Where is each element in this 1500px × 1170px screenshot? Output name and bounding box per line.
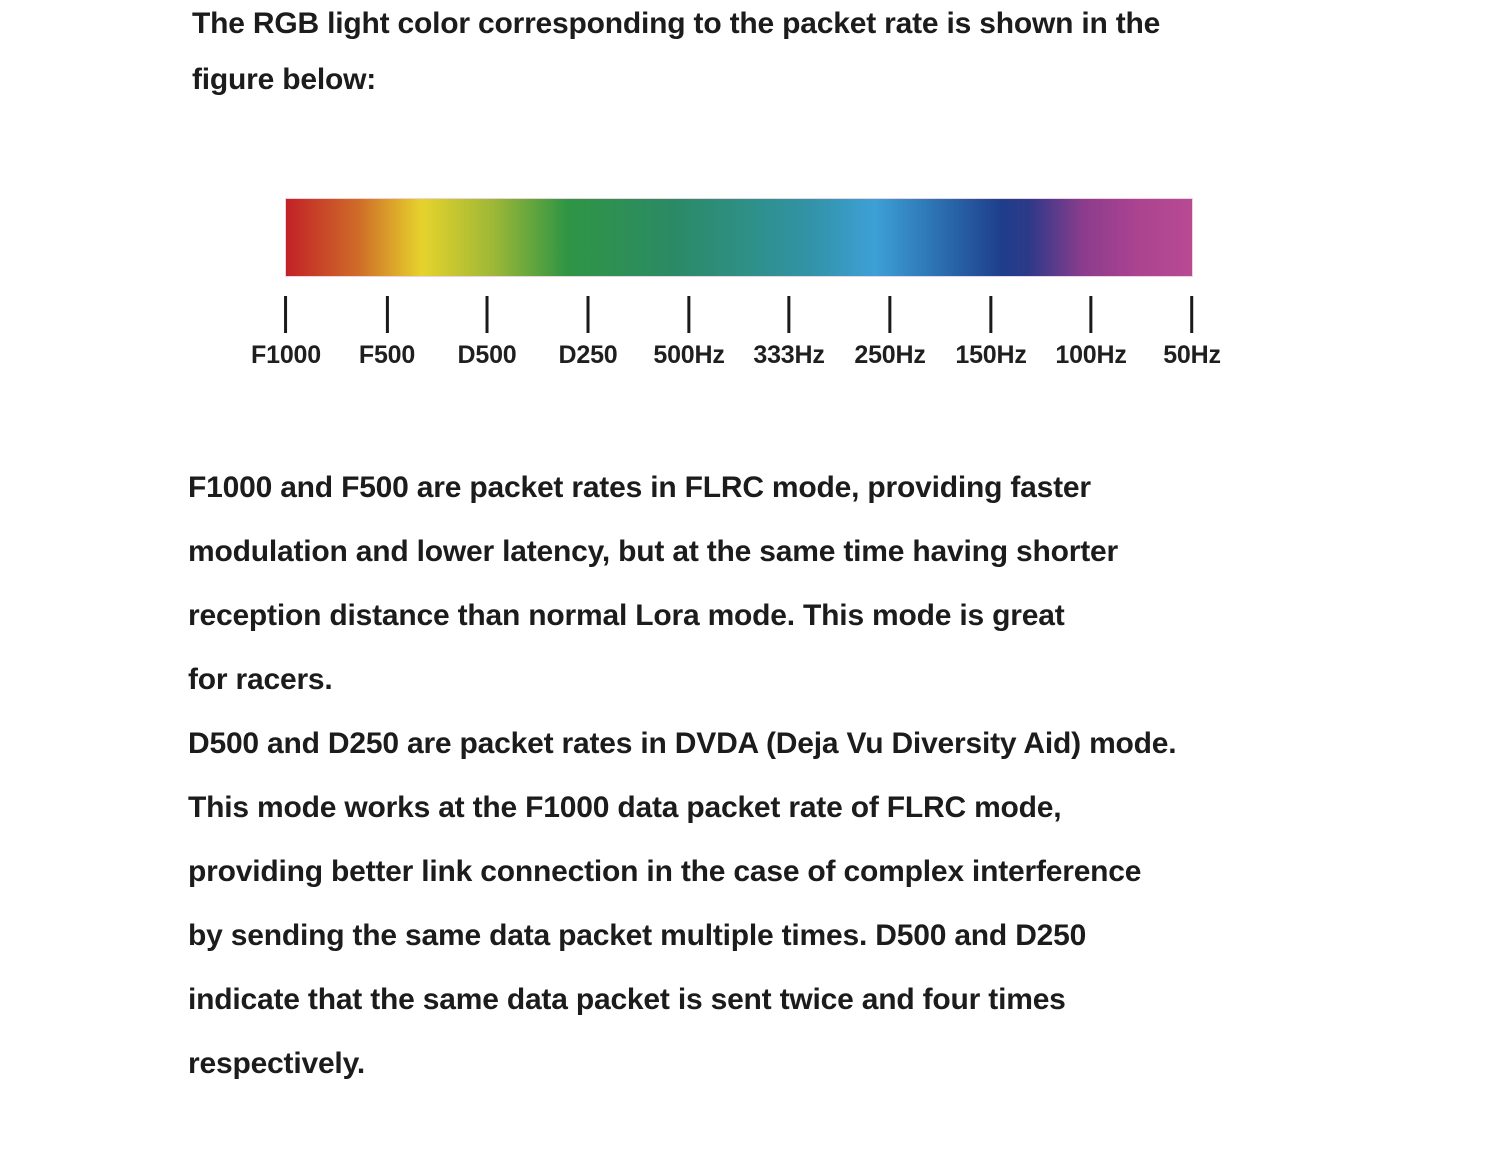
intro-heading-line: figure below: bbox=[192, 63, 377, 96]
paragraph-line: reception distance than normal Lora mode… bbox=[188, 599, 1065, 632]
paragraph-line: D500 and D250 are packet rates in DVDA (… bbox=[188, 727, 1177, 760]
tick-mark bbox=[687, 296, 691, 333]
tick-label: 100Hz bbox=[1055, 341, 1127, 369]
tick-mark bbox=[989, 296, 993, 333]
tick-label: 50Hz bbox=[1163, 341, 1221, 369]
tick-mark bbox=[888, 296, 892, 333]
tick-label: D500 bbox=[457, 341, 517, 369]
paragraph-line: for racers. bbox=[188, 663, 333, 696]
tick-mark bbox=[586, 296, 590, 333]
paragraph-line: indicate that the same data packet is se… bbox=[188, 983, 1066, 1016]
paragraph-line: F1000 and F500 are packet rates in FLRC … bbox=[188, 471, 1091, 504]
tick-150hz: 150Hz bbox=[955, 296, 1027, 369]
tick-250hz: 250Hz bbox=[854, 296, 926, 369]
tick-mark bbox=[284, 296, 288, 333]
tick-label: D250 bbox=[558, 341, 618, 369]
tick-d500: D500 bbox=[458, 296, 517, 368]
packet-rate-color-figure: F1000 F500 D500 D250 500Hz 333Hz 250Hz bbox=[0, 0, 1500, 400]
tick-mark bbox=[787, 296, 791, 333]
tick-500hz: 500Hz bbox=[653, 296, 725, 369]
tick-label: 500Hz bbox=[653, 341, 725, 369]
tick-label: 250Hz bbox=[854, 341, 926, 369]
tick-100hz: 100Hz bbox=[1055, 296, 1127, 369]
gradient-bar bbox=[285, 198, 1193, 277]
tick-mark bbox=[385, 296, 389, 333]
tick-mark bbox=[1089, 296, 1093, 333]
paragraph-line: modulation and lower latency, but at the… bbox=[188, 535, 1118, 568]
tick-label: 150Hz bbox=[955, 341, 1027, 369]
tick-f1000: F1000 bbox=[251, 296, 321, 368]
description-text: F1000 and F500 are packet rates in FLRC … bbox=[188, 456, 1177, 1096]
tick-d250: D250 bbox=[559, 296, 618, 368]
paragraph-line: This mode works at the F1000 data packet… bbox=[188, 791, 1062, 824]
tick-label: F500 bbox=[358, 341, 416, 369]
tick-50hz: 50Hz bbox=[1163, 296, 1221, 368]
tick-f500: F500 bbox=[359, 296, 415, 368]
paragraph-line: respectively. bbox=[188, 1047, 365, 1080]
tick-label: F1000 bbox=[251, 341, 321, 369]
intro-heading-line: The RGB light color corresponding to the… bbox=[192, 7, 1161, 40]
tick-mark bbox=[1190, 296, 1194, 333]
paragraph-line: providing better link connection in the … bbox=[188, 855, 1142, 888]
paragraph-line: by sending the same data packet multiple… bbox=[188, 919, 1087, 952]
tick-label: 333Hz bbox=[753, 341, 825, 369]
tick-333hz: 333Hz bbox=[753, 296, 825, 369]
tick-mark bbox=[485, 296, 489, 333]
intro-heading: The RGB light color corresponding to the… bbox=[192, 0, 1160, 108]
